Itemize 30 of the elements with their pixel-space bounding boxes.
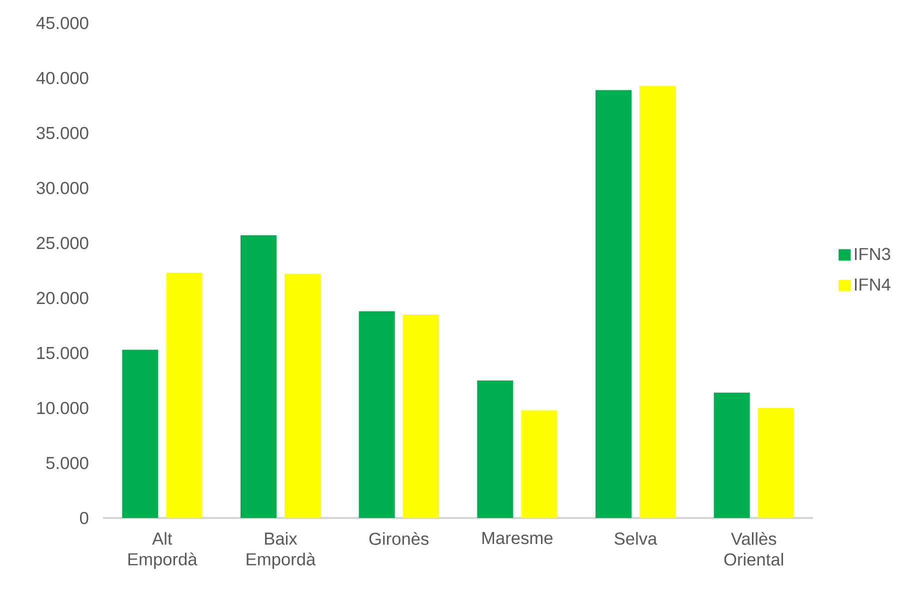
x-tick-label: Alt Empordà (128, 532, 198, 569)
y-tick-label: 20.000 (36, 292, 88, 304)
y-tick-label: 35.000 (36, 126, 88, 140)
x-tick-label: Baix Empordà (246, 532, 316, 569)
y-tick-label: 15.000 (37, 346, 88, 360)
y-tick-label: 0 (80, 512, 88, 524)
bar (758, 408, 794, 518)
bar (521, 410, 558, 518)
x-tick-label: Selva (614, 532, 658, 545)
x-tick-label: Maresme (482, 532, 553, 544)
bar (402, 314, 439, 518)
bar (596, 90, 632, 518)
y-tick-label: 40.000 (36, 72, 88, 84)
y-tick-label: 30.000 (36, 182, 88, 194)
x-tick-label: Vallès Oriental (724, 532, 784, 566)
y-tick-label: 45.000 (36, 16, 88, 30)
x-tick-label: Gironès (369, 532, 429, 545)
bar (122, 350, 158, 518)
legend-label: IFN3 (854, 248, 890, 260)
y-tick-label: 5.000 (46, 456, 88, 470)
legend-label: IFN4 (854, 278, 890, 291)
bar (640, 86, 676, 518)
bar (358, 311, 395, 518)
bar (477, 380, 514, 518)
y-tick-label: 25.000 (36, 236, 88, 250)
bar (166, 272, 202, 518)
bar (714, 392, 750, 518)
y-tick-label: 10.000 (37, 402, 88, 414)
bar (284, 274, 320, 518)
bar (240, 235, 276, 518)
